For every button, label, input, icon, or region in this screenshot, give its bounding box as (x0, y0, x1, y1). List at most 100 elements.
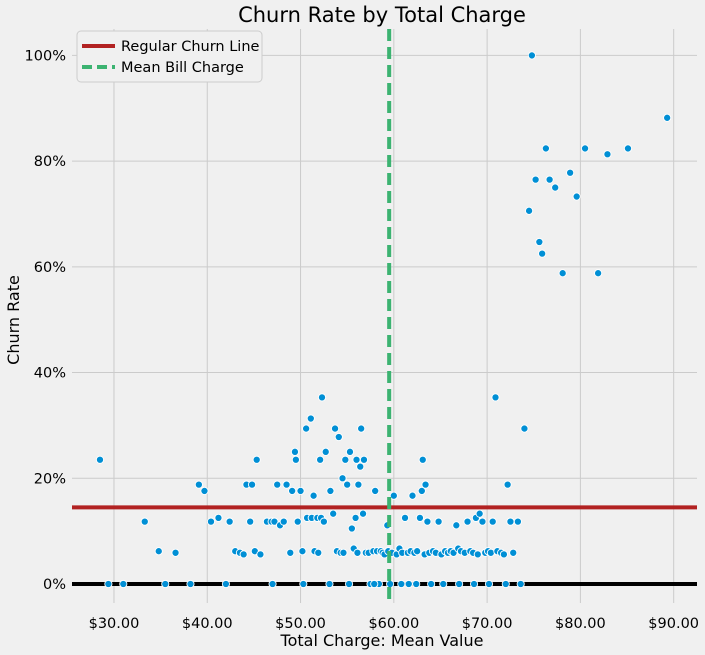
data-point (256, 550, 265, 559)
data-point (347, 524, 356, 533)
data-point (321, 447, 330, 456)
data-point (288, 486, 297, 495)
data-point (293, 517, 302, 526)
data-point (299, 579, 308, 589)
data-point (214, 513, 223, 522)
data-point (290, 447, 299, 456)
data-point (345, 447, 355, 456)
data-point (484, 579, 494, 589)
data-point (527, 51, 536, 60)
data-point (513, 517, 522, 526)
data-point (319, 517, 328, 526)
data-point (478, 517, 487, 526)
data-point (538, 249, 547, 258)
data-point (572, 192, 581, 201)
data-point (306, 414, 315, 423)
data-point (455, 579, 464, 589)
x-tick-label: $90.00 (648, 616, 699, 632)
data-point (186, 579, 195, 589)
data-point (200, 486, 209, 495)
x-tick-label: $60.00 (368, 616, 419, 632)
y-tick-label: 80% (34, 154, 66, 170)
data-point (623, 144, 633, 153)
legend-box (76, 30, 263, 83)
data-point (341, 455, 350, 464)
data-point (286, 548, 295, 557)
data-point (206, 517, 216, 526)
data-point (603, 150, 612, 159)
data-point (417, 486, 426, 495)
data-point (246, 517, 255, 526)
data-point (520, 424, 529, 433)
data-point (343, 480, 352, 489)
data-point (268, 579, 277, 589)
data-point (427, 579, 436, 589)
data-point (95, 455, 105, 464)
y-tick-label: 0% (43, 577, 66, 593)
data-point (351, 513, 360, 522)
data-point (475, 509, 484, 518)
data-point (525, 206, 534, 215)
data-point (353, 548, 362, 557)
data-point (501, 579, 510, 589)
data-point (503, 480, 512, 489)
data-point (309, 491, 318, 500)
x-axis-label: Total Charge: Mean Value (280, 631, 484, 650)
data-point (239, 550, 248, 559)
data-point (488, 517, 497, 526)
x-tick-label: $70.00 (462, 616, 513, 632)
legend-label-mean-bill-charge: Mean Bill Charge (121, 60, 244, 76)
y-tick-label: 40% (34, 366, 66, 382)
data-point (354, 480, 363, 489)
data-point (171, 548, 180, 557)
data-point (252, 455, 261, 464)
data-point (316, 455, 325, 464)
data-point (499, 550, 508, 559)
data-point (509, 548, 518, 557)
data-point (439, 579, 448, 589)
y-axis-label: Churn Rate (4, 275, 23, 365)
y-tick-label: 60% (34, 260, 66, 276)
chart-title: Churn Rate by Total Charge (238, 3, 526, 27)
data-point (473, 550, 482, 559)
legend: Regular Churn Line Mean Bill Charge (76, 30, 263, 83)
data-point (594, 269, 603, 278)
data-point (356, 462, 365, 471)
data-point (423, 517, 432, 526)
data-point (225, 517, 234, 526)
data-point (541, 144, 550, 153)
data-point (357, 424, 366, 433)
data-point (329, 509, 338, 518)
data-point (415, 513, 424, 522)
data-point (140, 517, 149, 526)
data-point (291, 455, 300, 464)
data-point (104, 579, 113, 589)
data-point (194, 480, 203, 489)
data-point (412, 579, 421, 589)
data-point (334, 432, 343, 442)
data-point (413, 547, 422, 556)
data-point (326, 486, 335, 495)
data-point (317, 393, 327, 402)
data-point (298, 547, 307, 556)
data-point (397, 579, 406, 589)
data-point (247, 480, 257, 489)
data-point (566, 168, 575, 177)
data-point (491, 393, 500, 402)
data-point (418, 455, 427, 464)
data-point (404, 579, 413, 589)
data-point (282, 480, 291, 489)
data-point (370, 579, 379, 589)
data-point (338, 474, 347, 483)
data-point (558, 269, 567, 278)
data-point (358, 509, 368, 518)
data-point (359, 455, 369, 464)
y-tick-label: 100% (25, 48, 66, 64)
data-point (331, 424, 340, 433)
data-point (119, 579, 128, 589)
data-point (161, 579, 170, 589)
axis-ticks: $30.00 $40.00 $50.00 $60.00 $70.00 $80.00 $90.… (25, 48, 700, 632)
data-point (463, 517, 472, 526)
data-point (273, 480, 282, 489)
